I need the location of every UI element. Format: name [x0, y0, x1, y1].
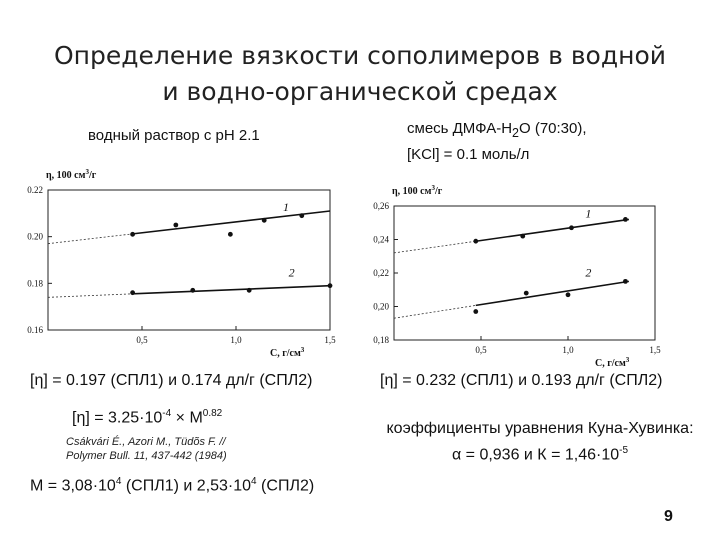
kuhn-line-2: α = 0,936 и К = 1,46·10-5 [364, 440, 716, 466]
formula-text-b: × M [171, 409, 203, 427]
fit-line-1 [132, 210, 331, 235]
x-tick-label: 1,0 [562, 345, 574, 355]
x-tick-label: 0,5 [136, 335, 148, 345]
right-caption-subscript: 2 [512, 126, 519, 140]
data-point-series-1 [261, 217, 267, 223]
x-tick-label: 1,5 [324, 335, 336, 345]
fit-line-extrapolation-2 [393, 305, 476, 319]
fit-line-extrapolation-1 [47, 233, 133, 245]
title-line-2: и водно-органической средах [162, 77, 558, 106]
data-point-series-1 [299, 213, 305, 219]
mhs-formula: [η] = 3.25·10-4 × M0.82 [72, 408, 222, 427]
y-tick-label: 0.20 [27, 232, 43, 242]
x-tick-label: 1,0 [230, 335, 242, 345]
data-point-series-2 [246, 287, 252, 293]
y-tick-label: 0,26 [373, 201, 389, 211]
molecular-mass: M = 3,08·104 (СПЛ1) и 2,53·104 (СПЛ2) [30, 476, 314, 495]
left-result: [η] = 0.197 (СПЛ1) и 0.174 дл/г (СПЛ2) [30, 372, 313, 389]
data-point-series-2 [327, 283, 333, 289]
chart-right: η, 100 см3/г C, г/см3 0,18 0,20 0,22 0,24 0,26… [373, 184, 661, 369]
formula-exponent-2: 0.82 [202, 408, 223, 419]
y-axis-label: η, 100 см3/г [392, 184, 443, 197]
y-tick-label: 0.22 [27, 185, 43, 195]
mass-text-a: M = 3,08·10 [30, 477, 116, 495]
mass-exponent-1: 4 [115, 476, 122, 487]
plot-frame [393, 205, 656, 341]
y-tick-label: 0,18 [373, 335, 389, 345]
citation-line-2: Polymer Bull. 11, 437-442 (1984) [66, 450, 227, 462]
formula-text-a: [η] = 3.25·10 [72, 409, 163, 427]
page-number: 9 [664, 508, 673, 525]
chart-left: η, 100 см3/г C, г/см3 0.16 0.18 0.20 0.22 0,5 1… [27, 168, 336, 359]
kuhn-line-1: коэффициенты уравнения Куна-Хувинка: [386, 420, 694, 437]
kuhn-text: α = 0,936 и К = 1,46·10 [451, 446, 620, 464]
kuhn-coefficients: коэффициенты уравнения Куна-Хувинка: α =… [364, 418, 716, 466]
series-label-2: 2 [289, 265, 295, 279]
data-point-series-2 [623, 278, 628, 284]
right-caption-text-a: смесь ДМФА-H [407, 120, 513, 137]
right-caption-line-1: смесь ДМФА-H2O (70:30), [407, 118, 587, 144]
x-tick-label: 0,5 [475, 345, 487, 355]
right-result: [η] = 0.232 (СПЛ1) и 0.193 дл/г (СПЛ2) [380, 372, 663, 389]
fit-line-extrapolation-2 [47, 293, 133, 298]
data-point-series-2 [130, 290, 136, 296]
data-point-series-2 [473, 309, 479, 314]
mass-exponent-2: 4 [251, 476, 257, 487]
x-axis-label: C, г/см3 [270, 346, 305, 359]
fit-line-2 [475, 280, 630, 307]
data-point-series-1 [520, 233, 526, 239]
y-tick-label: 0,22 [373, 268, 389, 278]
fit-line-extrapolation-1 [393, 240, 476, 254]
x-tick-label: 1,5 [649, 345, 661, 355]
right-caption-line-2: [KCl] = 0.1 моль/л [407, 146, 530, 163]
data-point-series-1 [227, 231, 233, 237]
kuhn-exponent: -5 [619, 445, 629, 456]
right-caption: смесь ДМФА-H2O (70:30), [KCl] = 0.1 моль… [407, 118, 587, 166]
y-axis-label: η, 100 см3/г [46, 168, 97, 181]
formula-exponent-1: -4 [162, 408, 172, 419]
citation-line-1: Csákvári É., Azori M., Tüdõs F. // [66, 436, 226, 448]
series-label-2: 2 [585, 265, 591, 279]
x-axis-label: C, г/см3 [595, 356, 630, 369]
fit-line-1 [475, 218, 630, 243]
fit-line-2 [132, 284, 331, 295]
y-tick-label: 0,20 [373, 302, 389, 312]
y-tick-label: 0.18 [27, 278, 43, 288]
y-tick-label: 0,24 [373, 235, 389, 245]
series-label-1: 1 [585, 207, 591, 221]
left-caption: водный раствор с pH 2.1 [88, 127, 260, 144]
mass-text-c: (СПЛ2) [256, 477, 315, 495]
mass-text-b: (СПЛ1) и 2,53·10 [121, 477, 252, 495]
data-point-series-1 [623, 217, 628, 222]
slide-title: Определение вязкости сополимеров в водно… [0, 38, 720, 110]
right-caption-text-b: O (70:30), [518, 120, 587, 137]
citation: Csákvári É., Azori M., Tüdõs F. // Polym… [66, 435, 227, 463]
data-point-series-1 [569, 225, 574, 231]
series-label-1: 1 [283, 200, 289, 214]
y-tick-label: 0.16 [27, 325, 43, 335]
data-point-series-1 [473, 238, 479, 244]
data-point-series-2 [565, 292, 571, 298]
title-line-1: Определение вязкости сополимеров в водно… [53, 41, 667, 70]
plot-frame [47, 189, 331, 331]
data-point-series-1 [130, 231, 136, 237]
data-point-series-2 [523, 290, 529, 296]
data-point-series-2 [190, 287, 196, 293]
data-point-series-1 [173, 222, 179, 228]
